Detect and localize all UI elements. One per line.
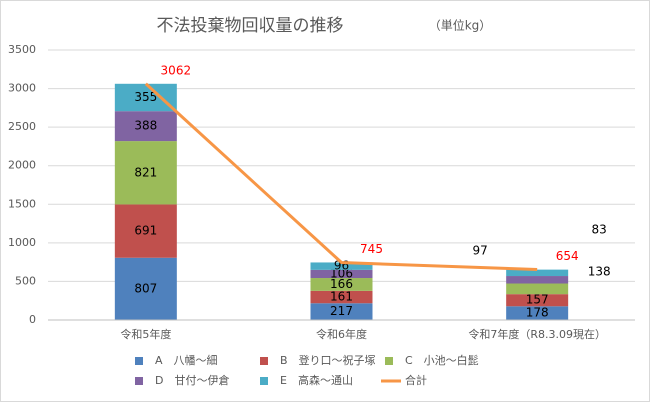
legend-swatch [385,357,393,365]
bar-segment [506,283,569,295]
bar-segment [506,306,569,320]
bar-segment [114,83,177,112]
total-label: 654 [556,249,579,263]
bar-segment [310,290,373,304]
bar-segment [114,204,177,258]
bar-segment [506,269,569,277]
data-label: 138 [588,265,611,279]
total-label: 745 [360,242,383,256]
legend-label: E 高森～通山 [280,373,353,387]
y-tick-label: 1500 [8,197,36,210]
bar-segment [114,141,177,205]
legend-label: A 八幡～細 [155,353,218,367]
chart-subtitle: （単位kg） [429,18,492,33]
bar-segment [310,303,373,320]
x-tick-label: 令和7年度（R8.3.09現在） [468,327,606,341]
legend-swatch [135,357,143,365]
bar-segment [506,276,569,284]
y-tick-label: 2500 [8,120,36,133]
legend-swatch [260,357,268,365]
data-label: 83 [592,223,607,237]
data-label: 691 [134,224,157,238]
data-label: 807 [134,281,157,295]
legend-swatch [135,377,143,385]
y-tick-label: 2000 [8,159,36,172]
data-label: 106 [330,266,353,280]
legend-label: 合計 [405,373,427,387]
legend-label: B 登り口～祝子塚 [280,353,376,367]
bar-segment [310,269,373,279]
data-label: 821 [134,165,157,179]
total-line [144,82,538,272]
y-tick-label: 3000 [8,82,36,95]
y-tick-label: 500 [15,274,36,287]
data-label: 157 [526,293,549,307]
bar-segment [506,294,569,307]
data-label: 178 [526,306,549,320]
bar-segment [310,262,373,270]
chart-title: 不法投棄物回収量の推移 [157,16,344,36]
legend-swatch [260,377,268,385]
data-label: 166 [330,277,353,291]
data-label: 161 [330,290,353,304]
y-tick-label: 0 [29,313,36,326]
x-tick-label: 令和5年度 [120,327,171,341]
legend-label: C 小池～白髭 [405,353,479,367]
x-tick-label: 令和6年度 [316,327,367,341]
bar-segment [114,111,177,142]
y-tick-label: 1000 [8,236,36,249]
data-label: 97 [473,244,488,258]
data-label: 388 [134,119,157,133]
y-tick-label: 3500 [8,43,36,56]
bar-segment [310,278,373,291]
data-label: 355 [134,90,157,104]
legend-label: D 甘付～伊倉 [155,373,229,387]
bar-segment [114,257,177,320]
data-label: 217 [330,304,353,318]
total-label: 3062 [161,63,192,77]
